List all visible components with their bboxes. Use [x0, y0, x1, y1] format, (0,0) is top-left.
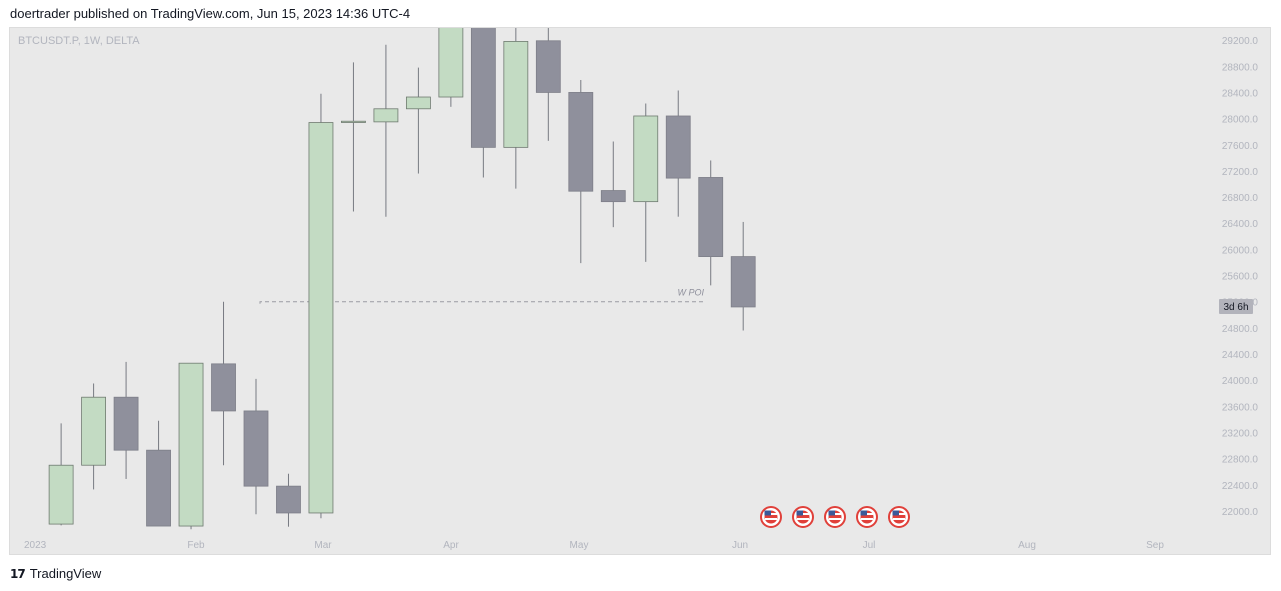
y-tick-label: 27600.0: [1222, 141, 1259, 152]
publish-header: doertrader published on TradingView.com,…: [10, 6, 411, 21]
x-tick-label: Jun: [732, 540, 748, 551]
y-tick-label: 28000.0: [1222, 115, 1259, 126]
candle-bull[interactable]: [341, 120, 366, 123]
y-tick-label: 24400.0: [1222, 350, 1259, 361]
us-flag-stripe: [765, 518, 777, 520]
y-tick-label: 26400.0: [1222, 219, 1259, 230]
y-tick-label: 29200.0: [1222, 36, 1259, 47]
symbol-label: BTCUSDT.P, 1W, DELTA: [18, 35, 140, 47]
y-tick-label: 28400.0: [1222, 88, 1259, 99]
candle-bull[interactable]: [48, 464, 74, 525]
footer: 17 TradingView: [10, 566, 101, 581]
us-flag-stripe: [797, 518, 809, 520]
us-flag-stripe: [829, 518, 841, 520]
countdown-label: 3d 6h: [1223, 302, 1248, 313]
us-flag-canton: [860, 510, 867, 516]
x-tick-label: Mar: [314, 540, 332, 551]
candle-bear[interactable]: [146, 449, 171, 527]
x-tick-label: May: [570, 540, 589, 551]
x-tick-label: 2023: [24, 540, 47, 551]
candle-bear[interactable]: [470, 27, 496, 148]
y-tick-label: 26800.0: [1222, 193, 1259, 204]
x-tick-label: Sep: [1146, 540, 1164, 551]
candle-bull[interactable]: [503, 41, 529, 148]
candle-bull[interactable]: [373, 108, 399, 123]
candle-bear[interactable]: [113, 396, 139, 451]
y-tick-label: 23600.0: [1222, 402, 1259, 413]
x-tick-label: Aug: [1018, 540, 1036, 551]
candle-bull[interactable]: [81, 396, 106, 466]
y-tick-label: 24000.0: [1222, 376, 1259, 387]
x-tick-label: Feb: [187, 540, 205, 551]
candle-bear[interactable]: [568, 92, 594, 192]
us-flag-canton: [796, 510, 803, 516]
chart-frame[interactable]: [9, 27, 1271, 555]
candle-bull[interactable]: [633, 115, 659, 203]
candle-bear[interactable]: [211, 363, 236, 412]
y-tick-label: 27200.0: [1222, 167, 1259, 178]
x-tick-label: Jul: [863, 540, 876, 551]
y-tick-label: 22400.0: [1222, 481, 1259, 492]
us-flag-canton: [764, 510, 771, 516]
candle-bear[interactable]: [730, 256, 756, 308]
tradingview-logo-icon: 17: [10, 566, 26, 581]
candle-bull[interactable]: [438, 27, 464, 98]
y-tick-label: 23200.0: [1222, 429, 1259, 440]
y-tick-label: 26000.0: [1222, 245, 1259, 256]
candle-bull[interactable]: [405, 96, 431, 110]
candles-group: [48, 27, 756, 530]
candle-bear[interactable]: [276, 485, 301, 514]
w-poi-line[interactable]: [259, 301, 706, 304]
w-poi-label: W POI: [678, 288, 705, 298]
us-flag-stripe: [861, 518, 873, 520]
candle-bear[interactable]: [698, 177, 724, 257]
candle-bear[interactable]: [535, 40, 561, 93]
candle-bear[interactable]: [665, 115, 691, 179]
y-tick-label: 28800.0: [1222, 62, 1259, 73]
us-flag-canton: [828, 510, 835, 516]
y-tick-label: 24800.0: [1222, 324, 1259, 335]
x-tick-label: Apr: [443, 540, 459, 551]
y-tick-label: 25600.0: [1222, 272, 1259, 283]
us-flag-stripe: [893, 518, 905, 520]
y-tick-label: 22800.0: [1222, 455, 1259, 466]
footer-brand: TradingView: [29, 566, 102, 581]
us-flag-canton: [892, 510, 899, 516]
candle-bear[interactable]: [600, 190, 626, 203]
countdown-badge: [1219, 298, 1253, 314]
y-tick-label: 22000.0: [1222, 507, 1259, 518]
candle-bull[interactable]: [308, 122, 334, 514]
candle-bull[interactable]: [178, 362, 204, 527]
candle-bear[interactable]: [243, 410, 269, 487]
